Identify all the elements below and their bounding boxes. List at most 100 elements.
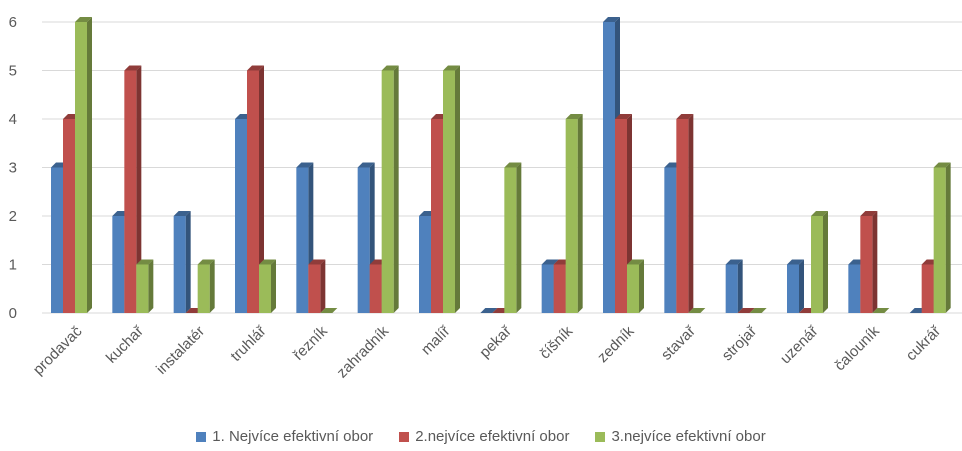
- bar: [443, 66, 460, 314]
- bar-front: [419, 216, 431, 313]
- bar-side: [148, 260, 153, 314]
- bar-side: [823, 211, 828, 313]
- x-tick-label: instalatér: [153, 323, 208, 378]
- bar-side: [394, 66, 399, 314]
- bar-front: [247, 71, 259, 314]
- bar: [308, 260, 325, 314]
- x-tick-label: strojař: [719, 322, 761, 364]
- bar: [676, 114, 693, 313]
- bar-side: [799, 260, 804, 314]
- bar-side: [578, 114, 583, 313]
- bar-front: [443, 71, 455, 314]
- x-tick-label: číšník: [536, 322, 576, 362]
- bar-side: [320, 260, 325, 314]
- bar-side: [87, 17, 92, 313]
- legend-item-series-2: 2.nejvíce efektivní obor: [399, 428, 569, 445]
- bar-side: [271, 260, 276, 314]
- bar-front: [811, 216, 823, 313]
- legend-item-series-1: 1. Nejvíce efektivní obor: [196, 428, 373, 445]
- bar-front: [787, 265, 799, 314]
- bar-front: [615, 119, 627, 313]
- legend-label: 2.nejvíce efektivní obor: [415, 428, 569, 445]
- x-tick-label: zedník: [594, 322, 638, 366]
- x-tick-label: uzenář: [777, 322, 822, 367]
- y-tick-label: 3: [9, 160, 17, 177]
- y-axis: 0 1 2 3 4 5 6: [9, 14, 17, 322]
- bar-front: [259, 265, 271, 314]
- bar: [627, 260, 644, 314]
- y-tick-label: 0: [9, 305, 17, 322]
- bar: [382, 66, 399, 314]
- bar-side: [516, 163, 521, 314]
- bar-front: [504, 168, 516, 314]
- x-tick-label: prodavač: [30, 322, 86, 378]
- bar-front: [627, 265, 639, 314]
- bar-front: [370, 265, 382, 314]
- bar-front: [664, 168, 676, 314]
- x-tick-label: kuchař: [103, 322, 148, 367]
- legend-swatch: [595, 432, 605, 442]
- y-tick-label: 1: [9, 257, 17, 274]
- bar: [934, 163, 951, 314]
- x-tick-label: malíř: [418, 322, 454, 358]
- bar-side: [872, 211, 877, 313]
- bar-front: [75, 22, 87, 313]
- bar-front: [174, 216, 186, 313]
- bar-side: [946, 163, 951, 314]
- bar: [811, 211, 828, 313]
- bar: [136, 260, 153, 314]
- x-axis: prodavač kuchař instalatér truhlář řezník zah…: [30, 322, 945, 381]
- x-tick-label: čalouník: [831, 322, 883, 374]
- bar: [787, 260, 804, 314]
- bar-side: [639, 260, 644, 314]
- bar-side: [210, 260, 215, 314]
- x-tick-label: stavař: [658, 322, 700, 364]
- bar-side: [738, 260, 743, 314]
- legend-item-series-3: 3.nejvíce efektivní obor: [595, 428, 765, 445]
- x-tick-label: zahradník: [334, 322, 393, 381]
- bar: [198, 260, 215, 314]
- x-tick-label: cukrář: [903, 322, 945, 364]
- bar-front: [235, 119, 247, 313]
- bar-front: [198, 265, 210, 314]
- bar-front: [726, 265, 738, 314]
- bar-front: [603, 22, 615, 313]
- bar-front: [848, 265, 860, 314]
- x-tick-label: řezník: [290, 322, 331, 363]
- bar: [860, 211, 877, 313]
- bar-front: [136, 265, 148, 314]
- legend-swatch: [196, 432, 206, 442]
- y-tick-label: 6: [9, 14, 17, 31]
- y-tick-label: 2: [9, 208, 17, 225]
- bar-side: [455, 66, 460, 314]
- bar: [259, 260, 276, 314]
- bar-front: [358, 168, 370, 314]
- bar-front: [431, 119, 443, 313]
- legend: 1. Nejvíce efektivní obor 2.nejvíce efek…: [0, 428, 962, 445]
- bar-front: [566, 119, 578, 313]
- bar-front: [296, 168, 308, 314]
- bar-front: [51, 168, 63, 314]
- legend-swatch: [399, 432, 409, 442]
- y-tick-label: 5: [9, 63, 17, 80]
- y-tick-label: 4: [9, 111, 17, 128]
- bar: [566, 114, 583, 313]
- x-tick-label: pekař: [476, 322, 515, 361]
- bar-front: [542, 265, 554, 314]
- bar-front: [308, 265, 320, 314]
- bar-front: [124, 71, 136, 314]
- bar: [75, 17, 92, 313]
- bar-front: [676, 119, 688, 313]
- bar-side: [688, 114, 693, 313]
- bar: [504, 163, 521, 314]
- bars: [51, 17, 951, 313]
- bar-front: [860, 216, 872, 313]
- bar-front: [382, 71, 394, 314]
- bar-front: [554, 265, 566, 314]
- legend-label: 3.nejvíce efektivní obor: [611, 428, 765, 445]
- x-tick-label: truhlář: [227, 322, 270, 365]
- bar-front: [112, 216, 124, 313]
- legend-label: 1. Nejvíce efektivní obor: [212, 428, 373, 445]
- bar-front: [922, 265, 934, 314]
